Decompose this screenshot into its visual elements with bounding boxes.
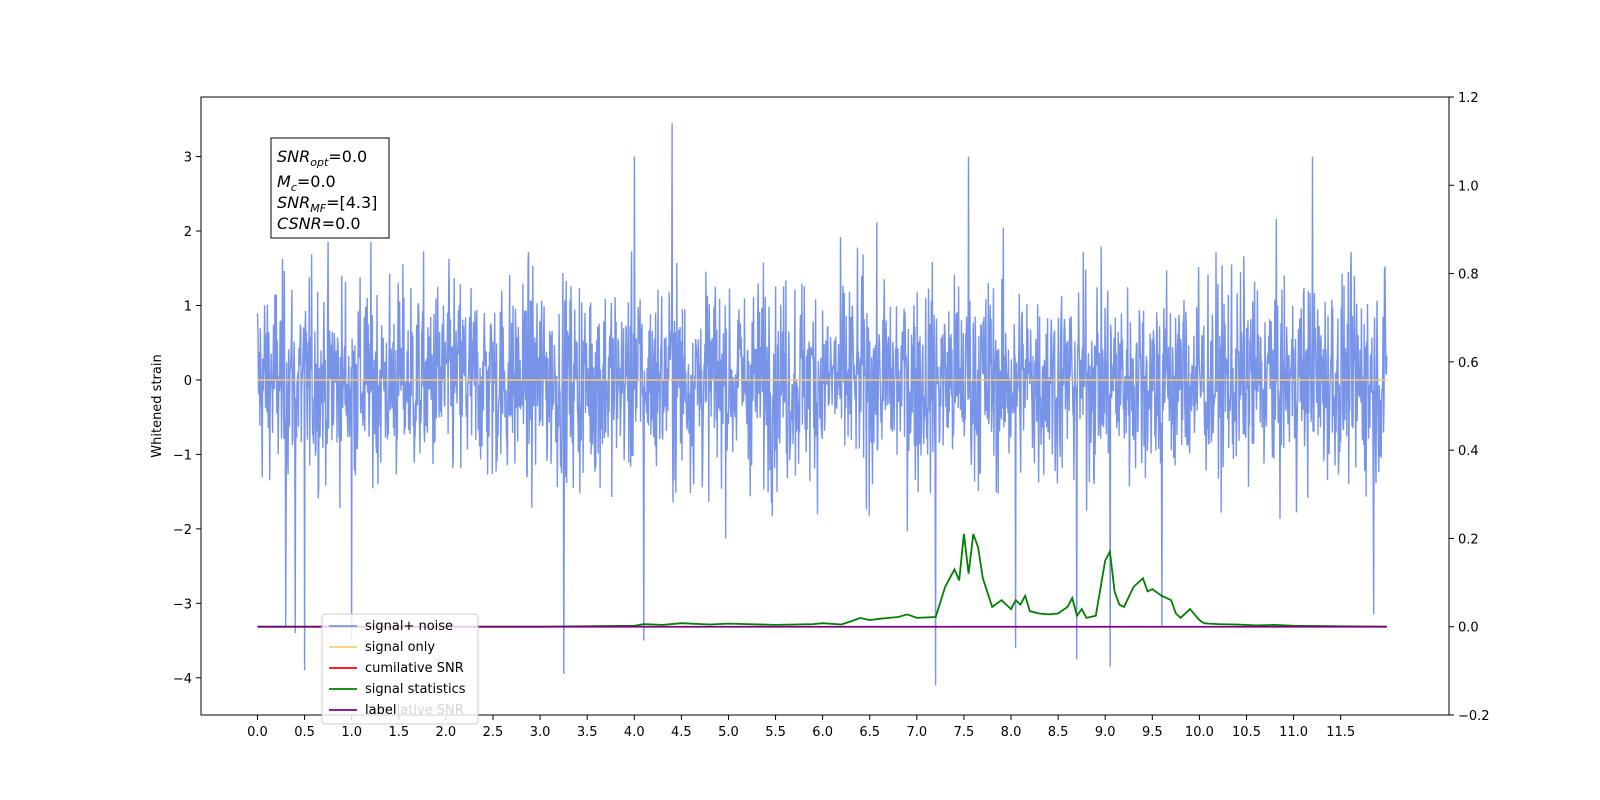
y-tick-label: −1 <box>173 448 192 463</box>
x-tick-label: 4.5 <box>671 725 692 740</box>
y-tick-label: 1 <box>184 299 192 314</box>
y-tick-label: 0 <box>184 374 192 389</box>
legend-label-label: label <box>365 703 396 718</box>
x-tick-label: 7.0 <box>906 725 927 740</box>
x-tick-label: 2.5 <box>483 725 504 740</box>
x-tick-label: 1.0 <box>341 725 362 740</box>
y-axis-label: Whitened strain <box>150 354 165 457</box>
y-axis-right: 1.2 1.0 0.8 0.6 0.4 0.2 0.0 −0.2 <box>1449 91 1490 724</box>
info-box: SNRopt=0.0 Mc=0.0 SNRMF=[4.3] CSNR=0.0 <box>270 137 390 239</box>
signal-plus-noise-series <box>256 123 1388 686</box>
y2-tick-label: 1.0 <box>1458 179 1479 194</box>
x-tick-label: 8.5 <box>1048 725 1069 740</box>
x-tick-label: 9.5 <box>1142 725 1163 740</box>
x-tick-label: 1.5 <box>388 725 409 740</box>
x-tick-label: 3.5 <box>577 725 598 740</box>
x-axis: 0.0 0.5 1.0 1.5 2.0 2.5 3.0 3.5 4.0 4.5 5.0 5.5 6.0 6… <box>247 715 1355 740</box>
x-tick-label: 2.0 <box>436 725 457 740</box>
y-tick-label: −2 <box>173 523 192 538</box>
signal-statistics-series <box>257 533 1387 628</box>
x-tick-label: 6.5 <box>859 725 880 740</box>
y-axis-left: 3 2 1 0 −1 −2 −3 −4 <box>173 151 201 687</box>
x-tick-label: 9.0 <box>1095 725 1116 740</box>
info-mc: Mc=0.0 <box>277 172 336 194</box>
signal-plus-noise-line <box>256 123 1388 686</box>
x-tick-label: 5.5 <box>765 725 786 740</box>
legend-overlap-ghost-text: cumilative SNR <box>365 703 464 718</box>
legend-label-signal-statistics: signal statistics <box>365 682 466 697</box>
x-tick-label: 7.5 <box>954 725 975 740</box>
y2-tick-label: 0.8 <box>1458 268 1479 283</box>
y-tick-label: 3 <box>184 151 192 166</box>
x-tick-label: 6.0 <box>812 725 833 740</box>
x-tick-label: 4.0 <box>624 725 645 740</box>
legend: signal+ noise signal only cumilative SNR… <box>321 613 479 725</box>
y-tick-label: −4 <box>173 672 192 687</box>
info-snr-mf: SNRMF=[4.3] <box>277 193 377 215</box>
x-tick-label: 5.0 <box>718 725 739 740</box>
legend-label-signal-noise: signal+ noise <box>365 619 453 634</box>
y2-tick-label: 1.2 <box>1458 91 1479 106</box>
info-csnr: CSNR=0.0 <box>277 214 361 233</box>
x-tick-label: 0.5 <box>294 725 315 740</box>
x-tick-label: 0.0 <box>247 725 268 740</box>
y2-tick-label: 0.6 <box>1458 356 1479 371</box>
y2-tick-label: 0.0 <box>1458 621 1479 636</box>
info-snr-opt: SNRopt=0.0 <box>277 147 367 169</box>
x-tick-label: 10.5 <box>1232 725 1261 740</box>
y-tick-label: 2 <box>184 225 192 240</box>
legend-label-signal-only: signal only <box>365 640 435 655</box>
x-tick-label: 3.0 <box>530 725 551 740</box>
y2-tick-label: 0.2 <box>1458 532 1479 547</box>
y2-tick-label: −0.2 <box>1458 709 1490 724</box>
x-tick-label: 8.0 <box>1001 725 1022 740</box>
y-tick-label: −3 <box>173 597 192 612</box>
y2-tick-label: 0.4 <box>1458 444 1479 459</box>
plot-frame <box>200 96 1450 716</box>
x-tick-label: 11.0 <box>1279 725 1308 740</box>
x-tick-label: 11.5 <box>1326 725 1355 740</box>
x-tick-label: 10.0 <box>1185 725 1214 740</box>
legend-label-cumilative-snr: cumilative SNR <box>365 661 464 676</box>
